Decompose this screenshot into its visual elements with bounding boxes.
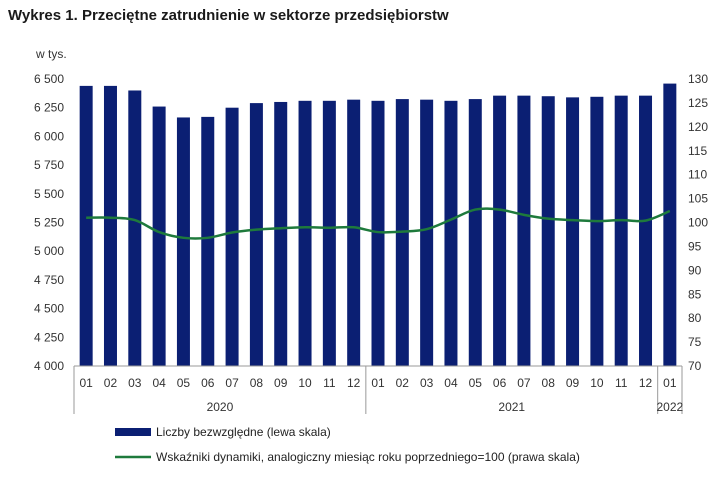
- bar: [371, 100, 385, 366]
- x-axis: 01 02 03 04 05 06 07 08 09 10 11 12 01 02 03 04 05 06 07 08…: [73, 365, 684, 414]
- legend-swatch-bars: [115, 428, 151, 436]
- bar: [517, 95, 531, 367]
- x-year-label: 2021: [498, 400, 525, 414]
- right-tick-label: 95: [688, 239, 702, 253]
- left-tick-label: 5 500: [34, 187, 64, 201]
- bar: [639, 95, 653, 367]
- left-tick-label: 5 250: [34, 216, 64, 230]
- x-tick-label: 11: [615, 376, 628, 390]
- legend-label-bars: Liczby bezwzględne (lewa skala): [156, 425, 331, 439]
- x-tick-label: 03: [420, 376, 434, 390]
- x-year-label: 2020: [207, 400, 234, 414]
- bar: [249, 103, 263, 366]
- x-tick-label: 12: [639, 376, 653, 390]
- bar: [322, 100, 336, 366]
- left-tick-label: 4 250: [34, 330, 64, 344]
- right-tick-label: 130: [688, 72, 708, 86]
- left-axis-unit: w tys.: [35, 47, 67, 61]
- bar: [444, 100, 458, 366]
- right-tick-label: 120: [688, 120, 708, 134]
- chart-title: Wykres 1. Przeciętne zatrudnienie w sekt…: [8, 7, 449, 24]
- right-tick-label: 75: [688, 335, 702, 349]
- x-tick-label: 09: [274, 376, 288, 390]
- right-tick-label: 70: [688, 359, 702, 373]
- x-tick-label: 07: [517, 376, 531, 390]
- x-tick-label: 03: [128, 376, 142, 390]
- bar: [176, 117, 190, 366]
- bar: [274, 101, 288, 367]
- x-tick-label: 11: [323, 376, 336, 390]
- left-tick-label: 5 750: [34, 158, 64, 172]
- bar: [614, 95, 628, 367]
- left-tick-label: 6 500: [34, 72, 64, 86]
- x-tick-label: 04: [152, 376, 166, 390]
- bar: [420, 99, 434, 366]
- x-tick-label: 05: [177, 376, 191, 390]
- bar: [103, 85, 117, 366]
- right-tick-label: 85: [688, 287, 702, 301]
- left-tick-label: 6 250: [34, 101, 64, 115]
- bar: [152, 106, 166, 366]
- x-tick-label: 08: [542, 376, 556, 390]
- bar: [468, 99, 482, 366]
- x-tick-label: 01: [79, 376, 93, 390]
- x-tick-label: 06: [493, 376, 507, 390]
- x-tick-label: 09: [566, 376, 580, 390]
- right-tick-label: 100: [688, 216, 708, 230]
- right-tick-label: 90: [688, 263, 702, 277]
- legend-label-line: Wskaźniki dynamiki, analogiczny miesiąc …: [156, 450, 580, 464]
- left-tick-label: 4 750: [34, 273, 64, 287]
- x-tick-label: 08: [250, 376, 264, 390]
- left-tick-label: 4 500: [34, 302, 64, 316]
- right-tick-label: 110: [688, 168, 707, 182]
- bar: [298, 100, 312, 366]
- bar: [566, 97, 580, 367]
- bar: [590, 96, 604, 366]
- x-tick-label: 02: [104, 376, 118, 390]
- line-series: [86, 207, 671, 240]
- bar-series: [79, 83, 677, 367]
- x-tick-label: 10: [590, 376, 604, 390]
- x-tick-label: 01: [663, 376, 677, 390]
- bar: [128, 90, 142, 366]
- bar: [79, 85, 93, 366]
- left-tick-label: 6 000: [34, 129, 64, 143]
- x-tick-label: 05: [469, 376, 483, 390]
- x-tick-label: 10: [298, 376, 312, 390]
- x-tick-label: 01: [371, 376, 385, 390]
- x-tick-label: 12: [347, 376, 361, 390]
- right-tick-label: 80: [688, 311, 702, 325]
- right-tick-label: 125: [688, 96, 708, 110]
- right-axis-ticks: 70 75 80 85 90 95 100 105 110 115 120 125 130: [688, 72, 708, 373]
- right-tick-label: 105: [688, 192, 708, 206]
- x-year-label: 2022: [656, 400, 683, 414]
- x-tick-label: 04: [444, 376, 458, 390]
- bar: [201, 116, 215, 366]
- bar: [347, 99, 361, 366]
- bar: [541, 96, 555, 366]
- x-tick-label: 07: [225, 376, 239, 390]
- x-tick-label: 06: [201, 376, 215, 390]
- legend: Liczby bezwzględne (lewa skala) Wskaźnik…: [115, 425, 580, 464]
- line-path: [86, 207, 671, 240]
- bar: [493, 95, 507, 367]
- x-tick-label: 02: [396, 376, 410, 390]
- left-tick-label: 4 000: [34, 359, 64, 373]
- left-axis-ticks: 4 000 4 250 4 500 4 750 5 000 5 250 5 500 5 750…: [34, 72, 64, 373]
- bar: [663, 83, 677, 366]
- right-tick-label: 115: [688, 144, 707, 158]
- bar: [225, 107, 239, 366]
- left-tick-label: 5 000: [34, 244, 64, 258]
